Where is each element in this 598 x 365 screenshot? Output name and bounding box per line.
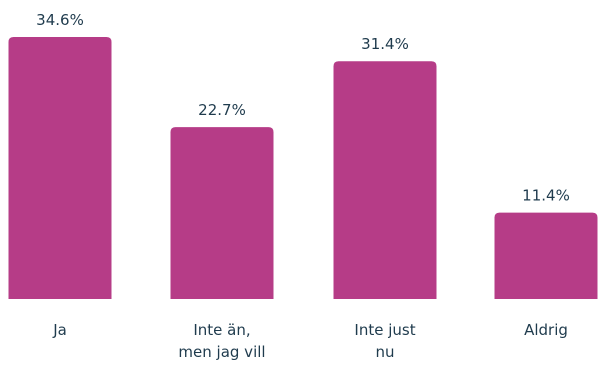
category-label-1-line-0: Inte än,: [193, 321, 250, 339]
bar-2: [333, 61, 437, 299]
value-label-3: 11.4%: [522, 187, 570, 205]
category-label-3: Aldrig: [524, 321, 568, 339]
category-label-2-line-1: nu: [375, 343, 394, 361]
bar-3: [494, 212, 598, 299]
category-label-2-line-0: Inte just: [354, 321, 415, 339]
value-label-1: 22.7%: [198, 101, 246, 119]
category-label-1-line-1: men jag vill: [178, 343, 265, 361]
category-label-0: Ja: [52, 321, 67, 339]
bar-1: [170, 127, 274, 299]
value-label-0: 34.6%: [36, 11, 84, 29]
value-label-2: 31.4%: [361, 35, 409, 53]
bar-0: [8, 37, 112, 299]
